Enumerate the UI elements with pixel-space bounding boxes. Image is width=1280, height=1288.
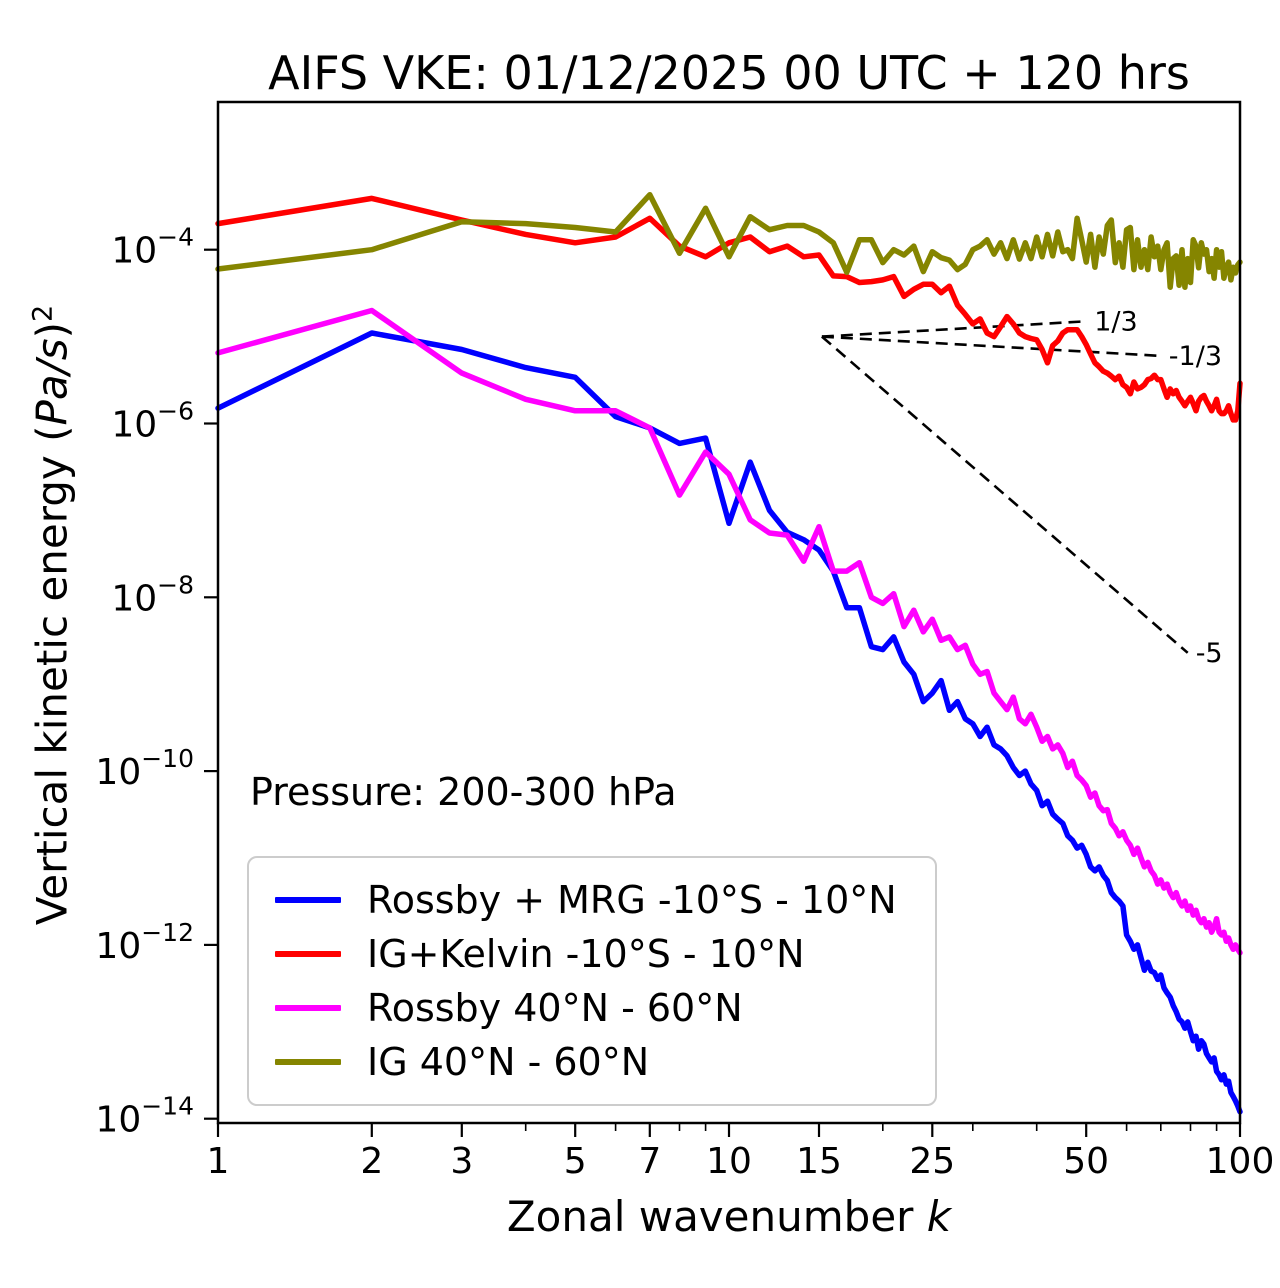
series-ig-kelvin-tropics-line — [215, 195, 1243, 423]
x-tick-label: 2 — [360, 1141, 383, 1182]
slope-label: -5 — [1196, 638, 1223, 669]
legend-item-label: Rossby + MRG -10°S - 10°N — [367, 878, 897, 922]
legend-item-rossby-midlat: Rossby 40°N - 60°N — [275, 986, 909, 1030]
legend-item-rossby-mrg-tropics: Rossby + MRG -10°S - 10°N — [275, 878, 909, 922]
x-tick-label: 1 — [207, 1141, 230, 1182]
x-tick-label: 50 — [1063, 1141, 1109, 1182]
x-tick-label: 15 — [796, 1141, 842, 1182]
slope-guide-line — [821, 320, 1087, 338]
slope-label: -1/3 — [1169, 341, 1222, 372]
legend-item-label: IG 40°N - 60°N — [367, 1040, 650, 1084]
y-tick-label: 10−14 — [95, 1092, 194, 1141]
chart-title: AIFS VKE: 01/12/2025 00 UTC + 120 hrs — [268, 46, 1190, 100]
legend-item-ig-kelvin-tropics: IG+Kelvin -10°S - 10°N — [275, 932, 909, 976]
slope-guide-line — [821, 335, 1189, 654]
series-rossby-midlat-line — [215, 307, 1243, 956]
x-tick-label: 3 — [450, 1141, 473, 1182]
y-tick-label: 10−4 — [111, 223, 194, 272]
legend-line-swatch — [275, 951, 341, 957]
slope-label: 1/3 — [1094, 306, 1137, 337]
legend-line-swatch — [275, 1059, 341, 1065]
pressure-annotation: Pressure: 200-300 hPa — [250, 770, 677, 814]
x-axis-label: Zonal wavenumber k — [506, 1192, 952, 1241]
y-tick-label: 10−6 — [111, 397, 194, 446]
series-rossby-mrg-tropics-line — [215, 330, 1243, 1115]
legend: Rossby + MRG -10°S - 10°N IG+Kelvin -10°… — [247, 856, 937, 1106]
legend-item-label: Rossby 40°N - 60°N — [367, 986, 743, 1030]
y-tick-label: 10−10 — [95, 744, 194, 793]
x-tick-label: 5 — [564, 1141, 587, 1182]
x-tick-label: 100 — [1206, 1141, 1275, 1182]
legend-line-swatch — [275, 1005, 341, 1011]
x-tick-label: 10 — [706, 1141, 752, 1182]
legend-item-label: IG+Kelvin -10°S - 10°N — [367, 932, 805, 976]
y-tick-label: 10−12 — [95, 918, 194, 967]
x-tick-label: 7 — [638, 1141, 661, 1182]
y-tick-label: 10−8 — [111, 570, 194, 619]
slope-guide-line — [821, 335, 1161, 358]
series-ig-midlat-line — [215, 191, 1243, 290]
legend-item-ig-midlat: IG 40°N - 60°N — [275, 1040, 909, 1084]
y-axis-label: Vertical kinetic energy (Pa/s)2 — [27, 304, 77, 926]
legend-line-swatch — [275, 897, 341, 903]
x-tick-label: 25 — [909, 1141, 955, 1182]
